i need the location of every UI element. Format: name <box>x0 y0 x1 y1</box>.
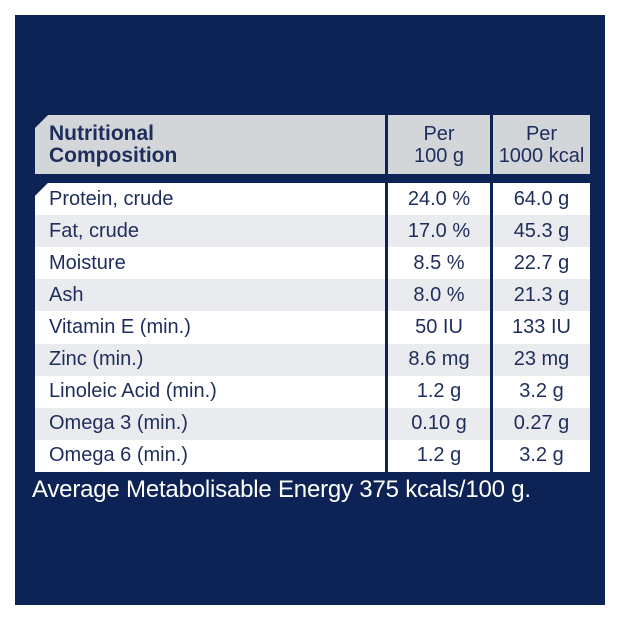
table-body: Protein, crude 24.0 % 64.0 g Fat, crude … <box>35 183 590 472</box>
row-value-per-100g: 1.2 g <box>385 375 490 408</box>
header-per-1000kcal: Per 1000 kcal <box>490 115 590 174</box>
row-value-per-100g: 8.6 mg <box>385 343 490 376</box>
table-row-moisture: Moisture 8.5 % 22.7 g <box>35 247 590 280</box>
nutrition-table: Nutritional Composition Per 100 g Per 10… <box>35 115 590 472</box>
row-label: Fat, crude <box>49 219 140 242</box>
row-label: Linoleic Acid (min.) <box>49 380 217 403</box>
navy-panel: Nutritional Composition Per 100 g Per 10… <box>15 15 605 605</box>
row-label: Protein, crude <box>49 187 174 210</box>
row-label: Vitamin E (min.) <box>49 315 191 338</box>
row-value-per-1000kcal: 3.2 g <box>490 375 590 408</box>
row-label: Omega 3 (min.) <box>49 412 188 435</box>
table-row-omega-3: Omega 3 (min.) 0.10 g 0.27 g <box>35 407 590 440</box>
row-value-per-100g: 8.0 % <box>385 279 490 312</box>
metabolisable-energy-note: Average Metabolisable Energy 375 kcals/1… <box>32 476 531 503</box>
row-label: Ash <box>49 283 84 306</box>
header-nutritional-composition: Nutritional Composition <box>49 121 178 167</box>
table-row-vitamin-e: Vitamin E (min.) 50 IU 133 IU <box>35 311 590 344</box>
table-row-ash: Ash 8.0 % 21.3 g <box>35 279 590 312</box>
row-value-per-100g: 17.0 % <box>385 215 490 248</box>
row-value-per-1000kcal: 0.27 g <box>490 407 590 440</box>
row-value-per-1000kcal: 3.2 g <box>490 439 590 472</box>
row-value-per-1000kcal: 21.3 g <box>490 279 590 312</box>
row-label: Moisture <box>49 251 126 274</box>
table-header-row: Nutritional Composition Per 100 g Per 10… <box>35 115 590 174</box>
table-row-omega-6: Omega 6 (min.) 1.2 g 3.2 g <box>35 439 590 472</box>
row-value-per-1000kcal: 45.3 g <box>490 215 590 248</box>
table-row-fat: Fat, crude 17.0 % 45.3 g <box>35 215 590 248</box>
row-label: Zinc (min.) <box>49 348 144 371</box>
row-value-per-100g: 0.10 g <box>385 407 490 440</box>
row-value-per-1000kcal: 23 mg <box>490 343 590 376</box>
row-label: Omega 6 (min.) <box>49 444 188 467</box>
table-row-linoleic-acid: Linoleic Acid (min.) 1.2 g 3.2 g <box>35 375 590 408</box>
row-value-per-100g: 1.2 g <box>385 439 490 472</box>
row-value-per-100g: 24.0 % <box>385 183 490 216</box>
table-row-protein: Protein, crude 24.0 % 64.0 g <box>35 183 590 216</box>
row-value-per-1000kcal: 64.0 g <box>490 183 590 216</box>
row-value-per-100g: 8.5 % <box>385 247 490 280</box>
table-row-zinc: Zinc (min.) 8.6 mg 23 mg <box>35 343 590 376</box>
row-value-per-1000kcal: 22.7 g <box>490 247 590 280</box>
row-value-per-100g: 50 IU <box>385 311 490 344</box>
header-per-100g: Per 100 g <box>385 115 490 174</box>
row-value-per-1000kcal: 133 IU <box>490 311 590 344</box>
